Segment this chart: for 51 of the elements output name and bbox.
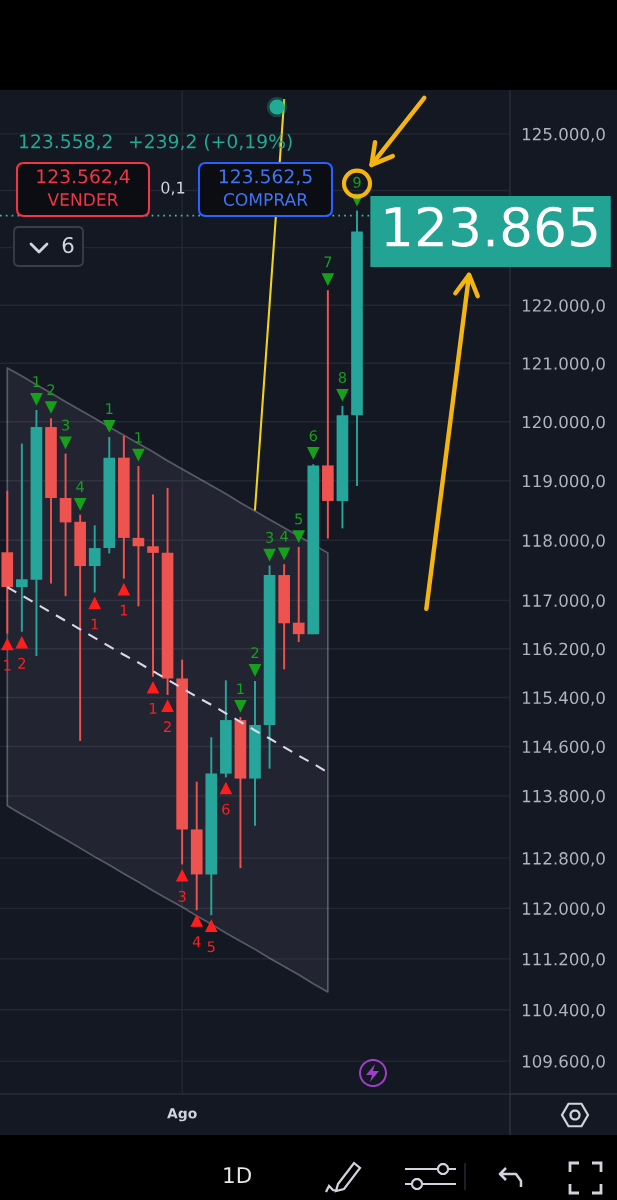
- annotation: 1: [135, 432, 142, 443]
- y-tick-label: 118.000,0: [522, 534, 605, 549]
- annotation: 3: [266, 531, 274, 543]
- annotation: 4: [192, 936, 201, 947]
- annotation: 123.562,4: [37, 169, 130, 186]
- y-tick-label: 112.000,0: [522, 902, 605, 917]
- annotation: 1: [237, 683, 244, 695]
- annotation: 2: [18, 657, 26, 669]
- annotation: 123.562,5: [219, 169, 312, 186]
- y-tick-label: 119.000,0: [522, 474, 605, 490]
- annotation: 1: [149, 703, 157, 714]
- y-tick-label: 113.800,0: [522, 789, 605, 805]
- annotation: 3: [178, 890, 186, 902]
- y-tick-label: 115.400,0: [522, 691, 605, 706]
- annotation: 0,1: [161, 181, 185, 196]
- y-tick-label: 114.600,0: [522, 740, 605, 755]
- annotation: 6: [222, 803, 230, 815]
- annotation: 3: [62, 419, 70, 431]
- text: 1D: [224, 1167, 251, 1183]
- y-tick-label: 110.400,0: [522, 1003, 605, 1019]
- annotation: 123.558,2: [20, 134, 112, 151]
- annotation: 2: [47, 384, 55, 396]
- annotation: 123.865: [385, 206, 597, 248]
- annotation: 1: [91, 618, 99, 630]
- y-tick-label: 122.000,0: [522, 299, 605, 314]
- annotation: 1: [33, 376, 40, 387]
- annotation: 9: [353, 176, 361, 188]
- y-tick-label: 109.600,0: [522, 1055, 605, 1070]
- y-tick-label: 116.200,0: [522, 642, 605, 657]
- annotation: 5: [207, 941, 215, 953]
- y-tick-label: 125.000,0: [522, 127, 605, 143]
- annotation: 5: [295, 513, 303, 525]
- annotation: 6: [309, 430, 318, 442]
- annotation: VENDER: [47, 193, 119, 206]
- y-tick-label: 120.000,0: [522, 415, 605, 431]
- annotation: 8: [338, 371, 347, 384]
- annotation: 1: [106, 403, 113, 414]
- annotation: 7: [324, 256, 332, 268]
- y-tick-label: 112.800,0: [522, 852, 605, 867]
- annotation: 2: [164, 721, 171, 733]
- y-tick-label: 117.000,0: [522, 594, 605, 609]
- x-tick-label: Ago: [167, 1108, 197, 1122]
- annotation: 4: [280, 530, 288, 542]
- annotation: 1: [120, 604, 128, 616]
- annotation: 4: [76, 481, 84, 492]
- y-tick-label: 121.000,0: [522, 357, 605, 372]
- annotation: COMPRAR: [223, 193, 308, 206]
- annotation: 2: [251, 647, 259, 659]
- annotation: 6: [62, 236, 74, 254]
- annotation: 1: [4, 659, 11, 671]
- y-tick-label: 111.200,0: [522, 952, 605, 968]
